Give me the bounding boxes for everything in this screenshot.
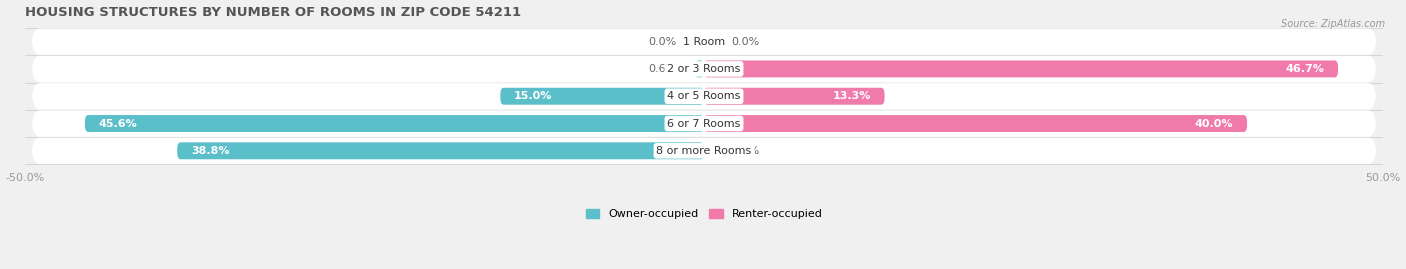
FancyBboxPatch shape <box>32 83 1376 109</box>
FancyBboxPatch shape <box>704 88 884 105</box>
Text: 0.0%: 0.0% <box>731 146 759 156</box>
Text: HOUSING STRUCTURES BY NUMBER OF ROOMS IN ZIP CODE 54211: HOUSING STRUCTURES BY NUMBER OF ROOMS IN… <box>25 6 522 19</box>
Text: 0.68%: 0.68% <box>648 64 683 74</box>
Text: 13.3%: 13.3% <box>832 91 870 101</box>
FancyBboxPatch shape <box>704 115 1247 132</box>
Text: 1 Room: 1 Room <box>683 37 725 47</box>
FancyBboxPatch shape <box>32 56 1376 82</box>
Text: 46.7%: 46.7% <box>1285 64 1324 74</box>
FancyBboxPatch shape <box>704 61 1339 77</box>
Legend: Owner-occupied, Renter-occupied: Owner-occupied, Renter-occupied <box>581 204 827 224</box>
Text: 2 or 3 Rooms: 2 or 3 Rooms <box>668 64 741 74</box>
FancyBboxPatch shape <box>32 138 1376 164</box>
Text: Source: ZipAtlas.com: Source: ZipAtlas.com <box>1281 19 1385 29</box>
Text: 38.8%: 38.8% <box>191 146 229 156</box>
Text: 0.0%: 0.0% <box>648 37 676 47</box>
Text: 6 or 7 Rooms: 6 or 7 Rooms <box>668 119 741 129</box>
FancyBboxPatch shape <box>695 61 704 77</box>
Text: 8 or more Rooms: 8 or more Rooms <box>657 146 752 156</box>
Text: 40.0%: 40.0% <box>1195 119 1233 129</box>
FancyBboxPatch shape <box>32 29 1376 55</box>
FancyBboxPatch shape <box>32 110 1376 137</box>
FancyBboxPatch shape <box>84 115 704 132</box>
Text: 45.6%: 45.6% <box>98 119 138 129</box>
Text: 15.0%: 15.0% <box>515 91 553 101</box>
FancyBboxPatch shape <box>501 88 704 105</box>
Text: 4 or 5 Rooms: 4 or 5 Rooms <box>668 91 741 101</box>
FancyBboxPatch shape <box>177 142 704 159</box>
Text: 0.0%: 0.0% <box>731 37 759 47</box>
